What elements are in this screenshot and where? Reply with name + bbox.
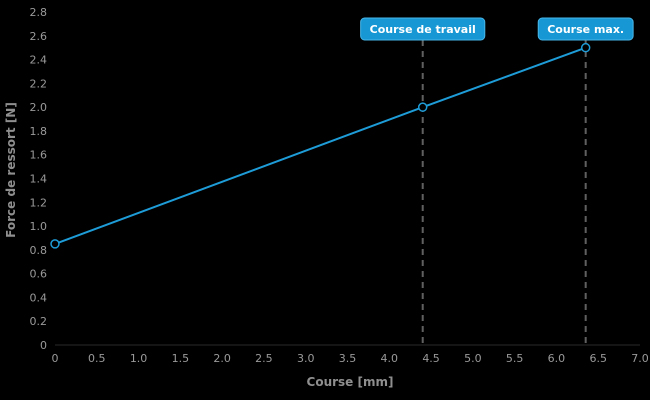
y-axis-title: Force de ressort [N] (4, 102, 18, 238)
x-tick-label: 3.0 (297, 352, 315, 365)
annotation-badge-label: Course de travail (370, 23, 476, 36)
x-tick-label: 2.5 (255, 352, 273, 365)
x-tick-label: 6.5 (589, 352, 607, 365)
y-tick-label: 0.6 (30, 268, 48, 281)
y-tick-label: 0.8 (30, 244, 48, 257)
series-line (54, 46, 587, 245)
y-tick-label: 1.2 (30, 196, 48, 209)
y-tick-label: 0.2 (30, 315, 48, 328)
y-tick-label: 0.4 (30, 291, 48, 304)
x-tick-label: 0.5 (88, 352, 106, 365)
x-axis-title: Course [mm] (307, 375, 394, 389)
y-tick-label: 1.8 (30, 125, 48, 138)
data-point[interactable] (50, 239, 60, 249)
x-tick-label: 2.0 (213, 352, 231, 365)
x-tick-label: 6.0 (548, 352, 566, 365)
y-tick-label: 2.8 (30, 6, 48, 19)
y-tick-label: 2.6 (30, 30, 48, 43)
y-tick-label: 2.2 (30, 77, 48, 90)
data-point[interactable] (417, 102, 428, 112)
annotation-badge[interactable]: Course max. (537, 17, 634, 41)
x-tick-label: 4.5 (422, 352, 440, 365)
x-tick-label: 0 (52, 352, 59, 365)
y-tick-label: 0 (40, 339, 47, 352)
x-tick-label: 3.5 (339, 352, 357, 365)
x-tick-label: 1.5 (172, 352, 190, 365)
annotation-badge[interactable]: Course de travail (360, 17, 486, 41)
x-tick-label: 7.0 (631, 352, 649, 365)
annotation-layer: Course de travail Course max. (360, 17, 634, 345)
annotation-badge-box[interactable] (537, 17, 634, 41)
y-tick-label: 1.0 (30, 220, 48, 233)
y-axis-tick-labels: 0 0.2 0.4 0.6 0.8 1.0 1.2 1.4 1.6 1.8 2.0 2.2 2.4 2.6… (30, 6, 48, 352)
y-tick-label: 2.0 (30, 101, 48, 114)
data-point[interactable] (580, 42, 591, 53)
x-axis-tick-labels: 0 0.5 1.0 1.5 2.0 2.5 3.0 3.5 4.0 4.5 5.0 5.5 6.0 6.5… (52, 352, 649, 365)
x-tick-label: 1.0 (130, 352, 148, 365)
y-tick-label: 1.4 (30, 173, 48, 186)
x-tick-label: 5.5 (506, 352, 524, 365)
y-tick-label: 1.6 (30, 149, 48, 162)
annotation-badge-box[interactable] (360, 17, 486, 41)
x-tick-label: 5.0 (464, 352, 482, 365)
series-layer (50, 42, 591, 249)
x-tick-label: 4.0 (381, 352, 399, 365)
y-tick-label: 2.4 (30, 54, 48, 67)
annotation-badge-label: Course max. (547, 23, 624, 36)
